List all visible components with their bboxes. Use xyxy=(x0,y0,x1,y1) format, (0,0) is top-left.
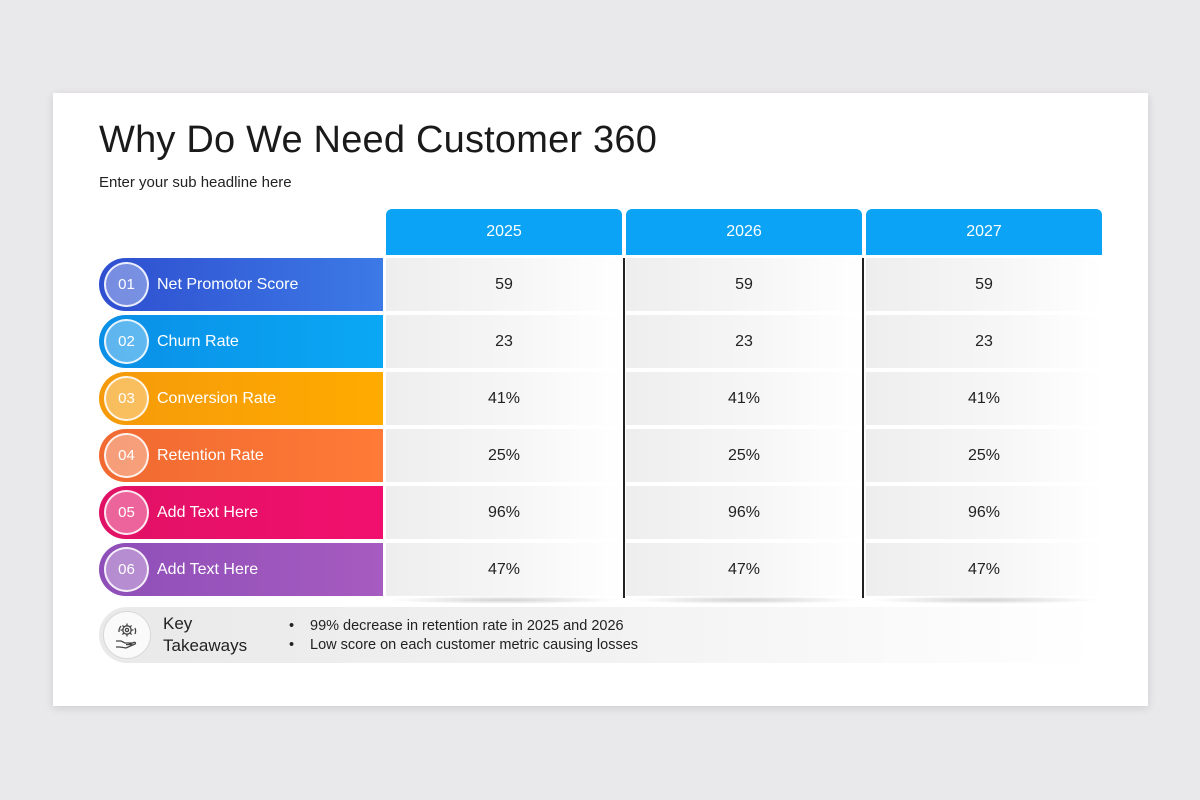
row-number-badge: 04 xyxy=(104,433,149,478)
column-header-2026: 2026 xyxy=(626,209,862,255)
page-title: Why Do We Need Customer 360 xyxy=(99,119,658,161)
metric-label-row: 01 Net Promotor Score xyxy=(99,258,383,311)
table-cell: 41% xyxy=(386,372,622,425)
metric-name: Add Text Here xyxy=(157,560,259,578)
takeaway-item: Low score on each customer metric causin… xyxy=(289,636,638,655)
table-cell: 25% xyxy=(626,429,862,482)
table-cell: 96% xyxy=(626,486,862,539)
table-cell: 59 xyxy=(866,258,1102,311)
row-number-badge: 01 xyxy=(104,262,149,307)
row-number-badge: 05 xyxy=(104,490,149,535)
table-cell: 41% xyxy=(866,372,1102,425)
metric-label-row: 05 Add Text Here xyxy=(99,486,383,539)
table-cell: 47% xyxy=(866,543,1102,596)
table-cell: 47% xyxy=(386,543,622,596)
row-number-badge: 06 xyxy=(104,547,149,592)
table-cell: 96% xyxy=(386,486,622,539)
takeaways-list: 99% decrease in retention rate in 2025 a… xyxy=(289,617,638,655)
table-cell: 47% xyxy=(626,543,862,596)
metric-name: Add Text Here xyxy=(157,503,259,521)
table-cell: 59 xyxy=(386,258,622,311)
metric-name: Net Promotor Score xyxy=(157,275,299,293)
column-shadow xyxy=(389,596,619,604)
table-cell: 41% xyxy=(626,372,862,425)
metric-name: Retention Rate xyxy=(157,446,264,464)
table-cell: 25% xyxy=(866,429,1102,482)
column-header-2025: 2025 xyxy=(386,209,622,255)
column-divider xyxy=(623,258,625,598)
row-number-badge: 03 xyxy=(104,376,149,421)
column-shadow xyxy=(869,596,1099,604)
table-cell: 23 xyxy=(626,315,862,368)
metric-label-row: 02 Churn Rate xyxy=(99,315,383,368)
metric-name: Conversion Rate xyxy=(157,389,277,407)
column-shadow xyxy=(629,596,859,604)
table-cell: 25% xyxy=(386,429,622,482)
table-cell: 23 xyxy=(866,315,1102,368)
table-cell: 23 xyxy=(386,315,622,368)
metric-name: Churn Rate xyxy=(157,332,239,350)
row-number-badge: 02 xyxy=(104,319,149,364)
table-cell: 96% xyxy=(866,486,1102,539)
metric-label-row: 06 Add Text Here xyxy=(99,543,383,596)
metric-label-row: 04 Retention Rate xyxy=(99,429,383,482)
key-takeaways-label: Key Takeaways xyxy=(163,614,248,655)
gear-hand-icon xyxy=(103,611,151,659)
key-takeaways-panel: Key Takeaways 99% decrease in retention … xyxy=(99,607,1099,663)
slide: Why Do We Need Customer 360 Enter your s… xyxy=(53,93,1148,706)
table-cell: 59 xyxy=(626,258,862,311)
metric-label-row: 03 Conversion Rate xyxy=(99,372,383,425)
column-divider xyxy=(862,258,864,598)
takeaway-item: 99% decrease in retention rate in 2025 a… xyxy=(289,617,638,636)
column-header-2027: 2027 xyxy=(866,209,1102,255)
sub-headline: Enter your sub headline here xyxy=(99,174,292,191)
